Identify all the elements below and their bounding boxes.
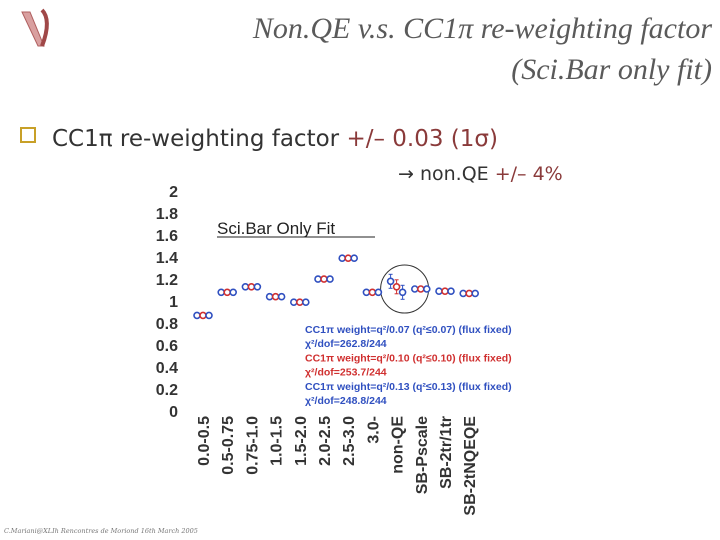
data-point (289, 298, 298, 307)
arrow-icon: → (398, 163, 414, 185)
data-point (374, 288, 383, 297)
data-point (217, 288, 225, 297)
x-tick-label: 1.5-2.0 (293, 416, 310, 466)
x-tick-label: 2.0-2.5 (317, 416, 334, 466)
x-tick-label: non-QE (390, 416, 407, 474)
nu-logo-icon (21, 8, 49, 47)
y-tick-label: 1.6 (156, 228, 178, 245)
data-point (441, 287, 449, 296)
data-point (301, 298, 310, 307)
subbullet-text: non.QE (419, 163, 495, 185)
data-point (320, 275, 328, 283)
data-point (199, 311, 207, 320)
bullet-square-icon (20, 127, 36, 143)
legend-entry: CC1π weight=q²/0.10 (q²≤0.10) (flux fixe… (305, 352, 512, 364)
subbullet-row: → non.QE +/– 4% (398, 163, 563, 185)
data-point (193, 311, 201, 320)
data-point (465, 289, 474, 298)
data-point (223, 288, 231, 297)
x-tick-label: SB-2tNQEQE (462, 416, 479, 516)
slide-title: Non.QE v.s. CC1π re-weighting factor (Sc… (252, 12, 712, 86)
x-tick-label: 3.0- (365, 416, 382, 444)
legend-entry: χ²/dof=248.8/244 (305, 395, 387, 407)
data-point (344, 254, 353, 263)
y-tick-label: 1.4 (156, 250, 178, 267)
data-point (410, 285, 419, 293)
y-tick-label: 0 (169, 404, 178, 421)
data-point (471, 289, 480, 298)
bullet-row: CC1π re-weighting factor +/– 0.03 (1σ) (20, 126, 498, 152)
y-tick-label: 1 (169, 294, 178, 311)
data-point (362, 288, 371, 297)
data-point (416, 285, 425, 293)
legend-entry: χ²/dof=262.8/244 (305, 338, 387, 350)
data-point (368, 288, 377, 297)
subbullet-value: +/– 4% (494, 163, 563, 185)
legend-entry: CC1π weight=q²/0.13 (q²≤0.13) (flux fixe… (305, 381, 512, 393)
bullet-value: +/– 0.03 (1σ) (346, 126, 498, 152)
x-tick-label: SB-Pscale (414, 416, 431, 494)
y-tick-label: 1.8 (156, 206, 178, 223)
data-point (350, 254, 359, 263)
data-point (253, 282, 262, 291)
x-tick-label: 0.0-0.5 (196, 416, 213, 466)
data-point (422, 285, 431, 293)
data-point (326, 275, 334, 283)
data-point (435, 287, 443, 296)
chart-title: Sci.Bar Only Fit (217, 219, 335, 238)
x-tick-label: 2.5-3.0 (341, 416, 358, 466)
legend-entry: CC1π weight=q²/0.07 (q²≤0.07) (flux fixe… (305, 324, 512, 336)
x-tick-label: 0.75-1.0 (244, 416, 261, 475)
x-tick-label: 0.5-0.75 (220, 416, 237, 475)
data-point (338, 254, 347, 263)
data-point (295, 298, 304, 307)
data-point (241, 282, 250, 291)
data-point (229, 288, 237, 297)
data-point (459, 289, 468, 298)
y-tick-label: 0.4 (156, 360, 178, 377)
footer-credit: C.Mariani@XLIh Rencontres de Moriond 16t… (4, 527, 198, 535)
y-tick-label: 0.8 (156, 316, 178, 333)
data-point (277, 292, 286, 301)
data-point (205, 311, 213, 320)
y-tick-label: 2 (169, 184, 178, 201)
x-tick-label: 1.0-1.5 (269, 416, 286, 466)
y-tick-label: 0.6 (156, 338, 178, 355)
data-point (386, 277, 395, 286)
data-point (271, 292, 280, 301)
data-point (392, 282, 401, 291)
y-tick-label: 0.2 (156, 382, 178, 399)
data-point (447, 287, 455, 296)
data-point (398, 288, 407, 297)
bullet-text: CC1π re-weighting factor (52, 126, 347, 152)
legend-entry: χ²/dof=253.7/244 (305, 367, 387, 379)
data-point (247, 282, 256, 291)
y-tick-label: 1.2 (156, 272, 178, 289)
x-tick-label: SB-2tr/1tr (438, 416, 455, 489)
data-point (265, 292, 274, 301)
data-point (314, 275, 322, 283)
